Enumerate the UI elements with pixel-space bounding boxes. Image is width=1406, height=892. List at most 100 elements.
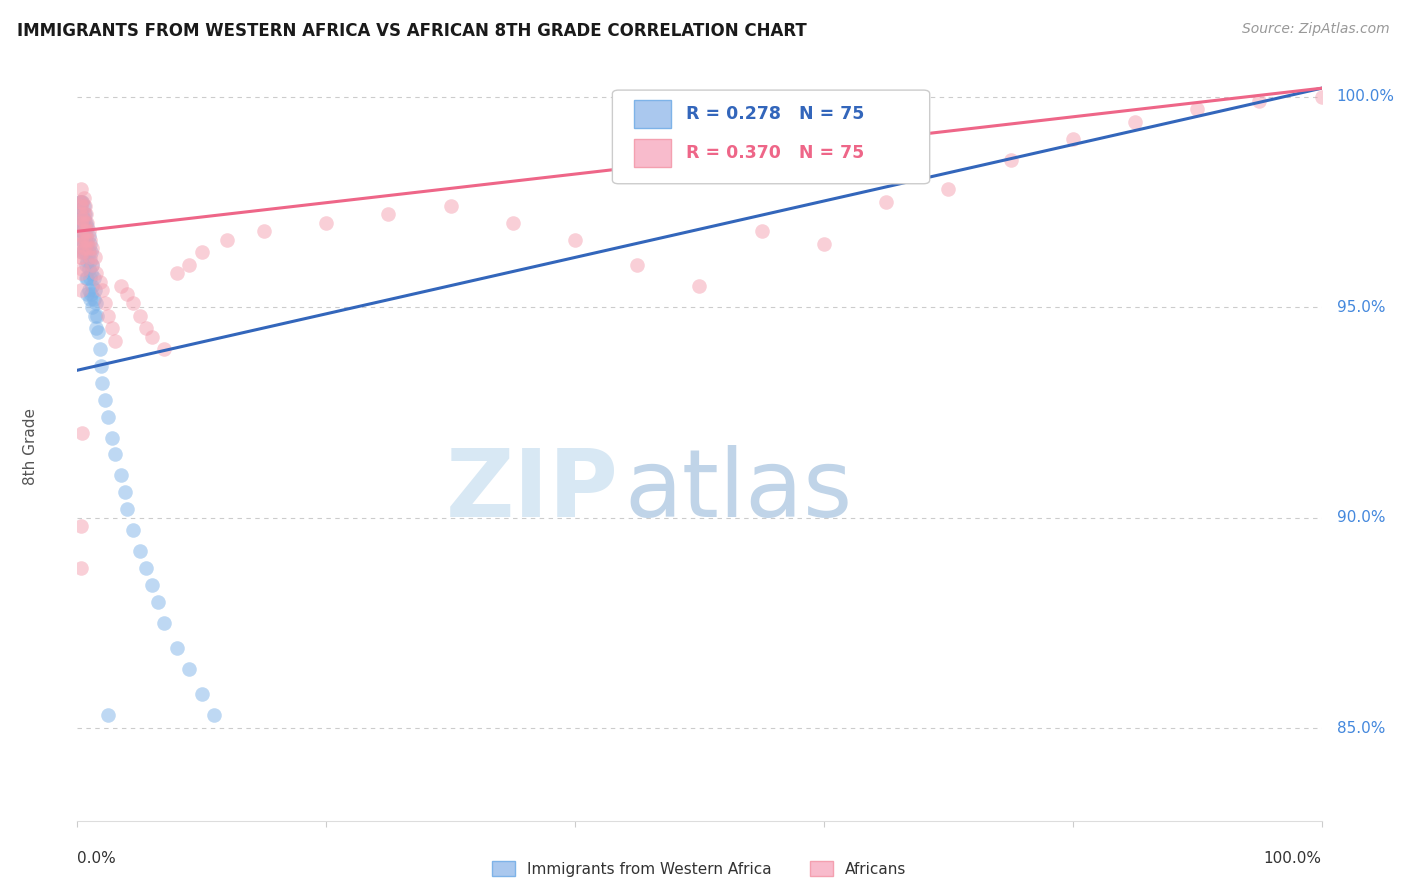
Point [79,253,101,268]
Point [128,309,150,323]
Point [90,359,112,373]
Point [141,329,163,343]
Text: 90.0%: 90.0% [1337,510,1385,525]
Point [77,224,100,238]
Point [72,228,94,243]
Point [86,309,108,323]
Point [83,250,105,264]
Point [76,233,98,247]
Point [75,216,97,230]
Point [101,321,124,335]
Point [75,241,97,255]
Point [70,216,93,230]
Point [72,426,94,441]
Bar [634,138,671,167]
Point [875,194,897,209]
Point [626,258,648,272]
Text: 85.0%: 85.0% [1337,721,1385,736]
Point [83,283,105,297]
Point [72,236,94,251]
Text: 8th Grade: 8th Grade [22,408,38,484]
Point [1185,102,1208,116]
Text: 95.0%: 95.0% [1337,300,1385,315]
Text: IMMIGRANTS FROM WESTERN AFRICA VS AFRICAN 8TH GRADE CORRELATION CHART: IMMIGRANTS FROM WESTERN AFRICA VS AFRICA… [17,22,807,40]
Point [79,250,101,264]
Point [70,250,93,264]
Point [70,182,93,196]
Point [104,447,127,461]
Point [72,216,94,230]
Point [69,194,91,209]
Point [77,245,100,260]
Point [77,262,100,277]
Text: Source: ZipAtlas.com: Source: ZipAtlas.com [1241,22,1389,37]
Point [89,342,111,356]
Point [110,468,132,483]
Point [97,708,120,723]
Point [70,203,93,218]
Point [72,211,94,226]
Point [72,199,94,213]
Point [75,258,97,272]
Point [70,519,93,533]
Text: R = 0.278   N = 75: R = 0.278 N = 75 [686,105,865,123]
Point [76,216,98,230]
Point [751,224,773,238]
Point [70,194,93,209]
Point [77,241,100,255]
Point [79,292,101,306]
Text: ZIP: ZIP [446,445,619,537]
Point [91,376,114,390]
Point [72,207,94,221]
Point [72,194,94,209]
Point [79,270,101,285]
Point [564,233,586,247]
Point [1310,89,1333,103]
Point [79,236,101,251]
Point [72,207,94,221]
Point [70,216,93,230]
Point [76,270,98,285]
Point [115,502,138,516]
Point [83,292,105,306]
Point [69,250,91,264]
Point [72,245,94,260]
Point [69,211,91,226]
Point [70,267,93,281]
Point [72,224,94,238]
Point [141,578,163,592]
Point [1249,94,1271,108]
Point [84,321,107,335]
Point [253,224,276,238]
Point [97,409,120,424]
Text: R = 0.370   N = 75: R = 0.370 N = 75 [686,144,865,161]
Point [101,431,124,445]
Point [76,236,98,251]
Point [191,245,214,260]
Point [72,241,94,255]
Point [75,270,97,285]
Point [1000,153,1022,167]
Point [73,233,96,247]
Point [72,262,94,277]
Point [689,279,711,293]
Point [128,544,150,558]
Point [82,300,104,314]
Point [936,182,959,196]
Text: atlas: atlas [624,445,853,537]
Point [153,342,176,356]
Point [83,270,105,285]
Point [76,220,98,235]
Point [82,258,104,272]
Point [72,191,94,205]
Text: 0.0%: 0.0% [77,851,117,866]
Point [315,216,337,230]
Point [110,279,132,293]
Point [77,228,100,243]
Point [82,258,104,272]
Point [202,708,225,723]
Point [135,561,157,575]
Point [89,275,111,289]
Point [80,287,103,301]
Point [69,236,91,251]
